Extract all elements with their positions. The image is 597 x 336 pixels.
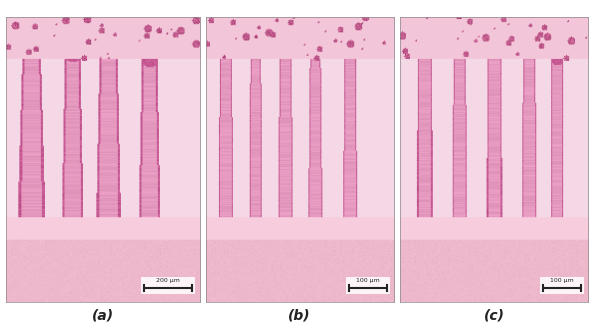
Text: (c): (c) xyxy=(484,308,505,323)
FancyBboxPatch shape xyxy=(540,278,584,294)
Text: (b): (b) xyxy=(288,308,311,323)
Text: 100 μm: 100 μm xyxy=(550,278,574,283)
FancyBboxPatch shape xyxy=(141,278,195,294)
Text: (a): (a) xyxy=(91,308,114,323)
FancyBboxPatch shape xyxy=(346,278,390,294)
Text: 200 μm: 200 μm xyxy=(156,278,180,283)
Text: 100 μm: 100 μm xyxy=(356,278,380,283)
